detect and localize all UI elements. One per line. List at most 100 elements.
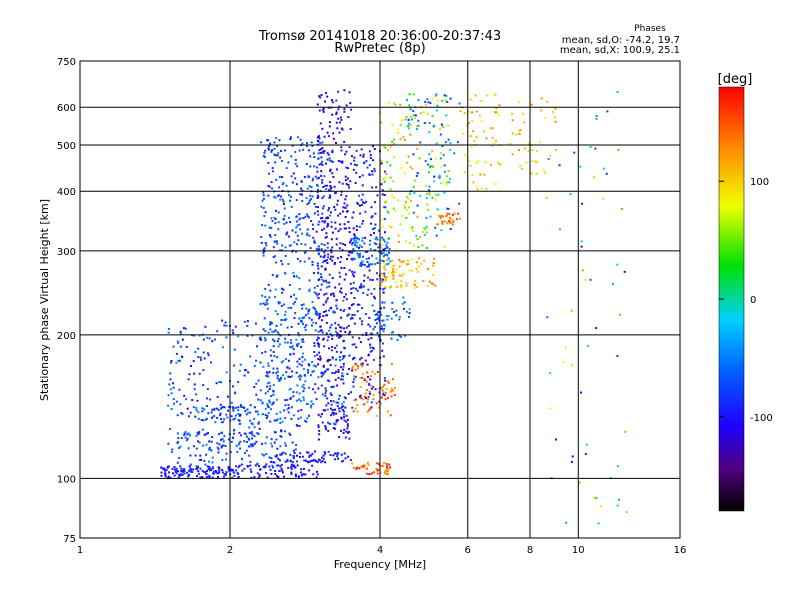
data-point — [221, 469, 224, 471]
data-point — [308, 317, 311, 320]
data-point — [300, 375, 303, 378]
data-point — [356, 410, 359, 413]
data-point — [259, 389, 262, 392]
data-point — [396, 128, 399, 131]
data-point — [301, 360, 304, 363]
data-point — [389, 164, 392, 167]
data-point — [342, 459, 345, 462]
data-point — [360, 465, 363, 468]
data-point — [443, 164, 446, 167]
data-point — [495, 111, 498, 114]
data-point — [206, 470, 208, 472]
data-point — [226, 395, 229, 398]
data-point — [319, 325, 322, 328]
data-point — [198, 441, 201, 444]
data-point — [297, 375, 300, 378]
data-point — [219, 403, 222, 406]
data-point — [447, 138, 450, 141]
data-point — [331, 151, 334, 154]
data-point — [344, 175, 347, 178]
data-point — [344, 436, 347, 439]
data-point — [280, 467, 283, 470]
data-point — [295, 215, 298, 218]
data-point — [267, 412, 270, 414]
data-point — [326, 158, 329, 161]
data-point — [218, 471, 221, 474]
data-point — [356, 241, 359, 244]
data-point — [424, 160, 427, 163]
data-point — [313, 291, 316, 294]
data-point — [329, 187, 332, 190]
data-point — [298, 277, 301, 280]
data-point — [273, 419, 276, 422]
data-point — [307, 215, 309, 218]
data-point — [323, 345, 326, 348]
data-point — [380, 160, 383, 163]
data-point — [202, 444, 205, 447]
data-point — [407, 155, 410, 158]
data-point — [369, 350, 372, 353]
data-point — [392, 274, 395, 277]
data-point — [371, 333, 374, 336]
data-point — [330, 414, 332, 417]
data-point — [355, 225, 358, 228]
data-point — [344, 206, 347, 209]
data-point — [266, 403, 269, 406]
data-point — [249, 419, 252, 422]
data-point — [396, 285, 399, 288]
data-point — [398, 265, 401, 268]
data-point — [256, 410, 259, 413]
data-point — [528, 142, 531, 145]
data-point — [531, 149, 534, 151]
data-point — [286, 341, 289, 344]
data-point — [329, 407, 332, 410]
data-point — [358, 244, 361, 247]
data-point — [334, 227, 337, 230]
data-point — [359, 154, 362, 157]
data-point — [355, 346, 358, 349]
data-point — [328, 380, 331, 383]
data-point — [313, 286, 316, 289]
data-point — [380, 283, 383, 286]
data-point — [264, 211, 267, 214]
data-point — [407, 263, 410, 266]
data-point — [411, 258, 414, 261]
data-point — [332, 413, 335, 416]
data-point — [347, 392, 350, 395]
data-point — [411, 269, 413, 272]
data-point — [362, 220, 365, 223]
data-point — [219, 438, 222, 441]
data-point — [370, 375, 372, 378]
data-point — [334, 208, 337, 211]
data-point — [173, 474, 176, 477]
data-point — [308, 290, 311, 293]
data-point — [338, 271, 341, 274]
data-point — [303, 260, 306, 263]
data-point — [288, 216, 290, 219]
data-point — [375, 243, 378, 246]
data-point — [376, 462, 379, 465]
data-point — [307, 451, 310, 454]
data-point — [279, 334, 282, 337]
data-point — [361, 239, 364, 242]
data-point — [431, 97, 434, 100]
data-point — [384, 286, 387, 288]
data-point — [326, 184, 329, 187]
data-point — [325, 286, 328, 289]
data-point — [339, 290, 342, 293]
data-point — [273, 330, 276, 333]
data-point — [624, 430, 627, 433]
data-point — [206, 336, 209, 339]
data-point — [293, 465, 296, 468]
data-point — [350, 287, 353, 290]
data-point — [425, 104, 427, 107]
data-point — [220, 445, 223, 448]
data-point — [397, 199, 400, 202]
data-point — [317, 157, 320, 160]
data-point — [350, 257, 353, 260]
data-point — [330, 160, 333, 163]
data-point — [225, 458, 227, 461]
data-point — [372, 393, 375, 396]
data-point — [296, 243, 298, 246]
data-point — [351, 336, 354, 339]
